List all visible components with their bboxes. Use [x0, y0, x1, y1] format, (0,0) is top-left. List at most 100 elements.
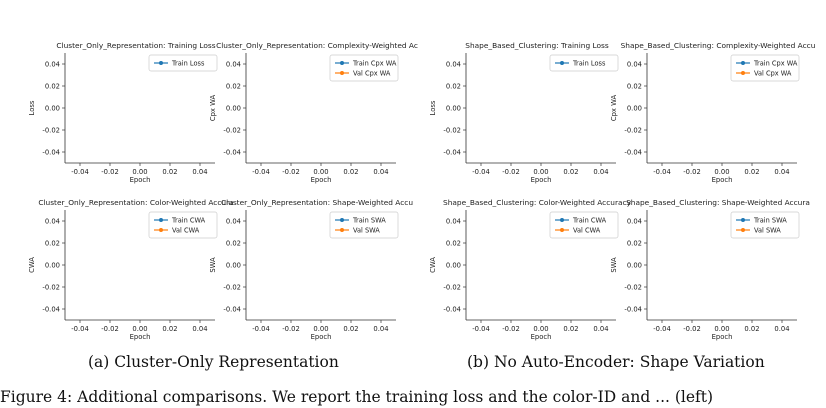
- chart-3-xlabel: Epoch: [130, 333, 151, 341]
- chart-3-xtick-label: 0.02: [162, 325, 177, 333]
- chart-4-legend: [329, 211, 399, 239]
- chart-6-legend-label-2: Val Cpx WA: [754, 69, 792, 77]
- chart-6-xtick-label: 0.00: [714, 168, 729, 176]
- chart-6-ytick-label: 0.02: [627, 82, 642, 90]
- chart-8-legend-marker-2: [741, 228, 745, 232]
- chart-3-ylabel: CWA: [28, 257, 36, 273]
- chart-5-ytick-label: -0.02: [443, 126, 461, 134]
- chart-7-ytick-label: 0.02: [446, 239, 461, 247]
- chart-8-ytick-label: -0.02: [624, 283, 642, 291]
- chart-6-legend: [730, 54, 800, 82]
- chart-4-title: Cluster_Only_Representation: Shape-Weigh…: [221, 198, 413, 207]
- chart-2-xtick-label: 0.00: [313, 168, 328, 176]
- body-text: Figure 4: Additional comparisons. We rep…: [0, 388, 714, 406]
- chart-2-ytick-label: 0.00: [226, 104, 241, 112]
- chart-5-xtick-label: -0.04: [472, 168, 490, 176]
- chart-6-xtick-label: -0.04: [653, 168, 671, 176]
- chart-2-legend-marker-1: [340, 61, 344, 65]
- chart-2-ylabel: Cpx WA: [209, 95, 217, 122]
- chart-7-ytick-label: -0.04: [443, 305, 461, 313]
- chart-1-xtick-label: -0.04: [71, 168, 89, 176]
- chart-2-xtick-label: 0.04: [373, 168, 388, 176]
- caption-b: (b) No Auto-Encoder: Shape Variation: [467, 353, 765, 371]
- chart-1-legend: [148, 54, 218, 72]
- chart-7-ylabel: CWA: [429, 257, 437, 273]
- chart-5-xlabel: Epoch: [531, 176, 552, 184]
- chart-4-ytick-label: 0.02: [226, 239, 241, 247]
- chart-8-xtick-label: 0.02: [744, 325, 759, 333]
- chart-7-ytick-label: 0.04: [446, 217, 461, 225]
- chart-2-xtick-label: -0.04: [252, 168, 270, 176]
- chart-7-legend-marker-2: [560, 228, 564, 232]
- chart-4-ytick-label: 0.04: [226, 217, 241, 225]
- chart-7-xtick-label: -0.04: [472, 325, 490, 333]
- chart-1-xtick-label: 0.02: [162, 168, 177, 176]
- chart-7-legend-label-1: Train CWA: [572, 216, 607, 224]
- chart-1-xtick-label: 0.04: [192, 168, 207, 176]
- chart-1-legend-label-1: Train Loss: [171, 59, 205, 67]
- chart-3-legend-marker-2: [159, 228, 163, 232]
- chart-2-title: Cluster_Only_Representation: Complexity-…: [216, 41, 418, 50]
- chart-6-legend-label-1: Train Cpx WA: [753, 59, 798, 67]
- chart-4-ylabel: SWA: [209, 257, 217, 273]
- chart-6-ylabel: Cpx WA: [610, 95, 618, 122]
- chart-2-legend-marker-2: [340, 71, 344, 75]
- chart-2-ytick-label: -0.04: [223, 148, 241, 156]
- chart-7-ytick-label: -0.02: [443, 283, 461, 291]
- chart-5-title: Shape_Based_Clustering: Training Loss: [465, 41, 609, 50]
- chart-7-legend: [549, 211, 619, 239]
- chart-1-ytick-label: -0.04: [42, 148, 60, 156]
- chart-7-legend-label-2: Val CWA: [573, 226, 601, 234]
- chart-5-xtick-label: 0.02: [563, 168, 578, 176]
- chart-2-ytick-label: 0.02: [226, 82, 241, 90]
- chart-5-ytick-label: -0.04: [443, 148, 461, 156]
- chart-6-ytick-label: 0.00: [627, 104, 642, 112]
- chart-8-ytick-label: 0.04: [627, 217, 642, 225]
- chart-3-ytick-label: 0.04: [45, 217, 60, 225]
- chart-8-xtick-label: -0.04: [653, 325, 671, 333]
- chart-5-ylabel: Loss: [429, 100, 437, 115]
- chart-4-legend-marker-2: [340, 228, 344, 232]
- chart-7-legend-marker-1: [560, 218, 564, 222]
- chart-4-ytick-label: -0.04: [223, 305, 241, 313]
- chart-4-xlabel: Epoch: [311, 333, 332, 341]
- chart-4-legend-label-2: Val SWA: [353, 226, 380, 234]
- chart-5-xtick-label: -0.02: [502, 168, 520, 176]
- chart-6-xlabel: Epoch: [712, 176, 733, 184]
- chart-3-ytick-label: -0.04: [42, 305, 60, 313]
- chart-1-xtick-label: 0.00: [132, 168, 147, 176]
- chart-5-legend-label-1: Train Loss: [572, 59, 606, 67]
- chart-6-title: Shape_Based_Clustering: Complexity-Weigh…: [621, 41, 816, 50]
- chart-8-xtick-label: 0.00: [714, 325, 729, 333]
- chart-5-xtick-label: 0.00: [533, 168, 548, 176]
- chart-1-ytick-label: 0.04: [45, 60, 60, 68]
- chart-3-title: Cluster_Only_Representation: Color-Weigh…: [38, 198, 233, 207]
- chart-6-ytick-label: 0.04: [627, 60, 642, 68]
- chart-2-xtick-label: -0.02: [282, 168, 300, 176]
- chart-8-xlabel: Epoch: [712, 333, 733, 341]
- chart-4-legend-marker-1: [340, 218, 344, 222]
- chart-3-legend-label-1: Train CWA: [171, 216, 206, 224]
- chart-3-legend-label-2: Val CWA: [172, 226, 200, 234]
- chart-1-title: Cluster_Only_Representation: Training Lo…: [56, 41, 215, 50]
- chart-5-xtick-label: 0.04: [593, 168, 608, 176]
- chart-5-legend-marker-1: [560, 61, 564, 65]
- chart-5-legend: [549, 54, 619, 72]
- chart-7-xtick-label: 0.00: [533, 325, 548, 333]
- chart-6-ytick-label: -0.02: [624, 126, 642, 134]
- chart-1-ytick-label: -0.02: [42, 126, 60, 134]
- chart-8-legend-label-2: Val SWA: [754, 226, 781, 234]
- chart-4-xtick-label: -0.02: [282, 325, 300, 333]
- chart-6-xtick-label: -0.02: [683, 168, 701, 176]
- chart-1-legend-marker-1: [159, 61, 163, 65]
- chart-8-ylabel: SWA: [610, 257, 618, 273]
- chart-4-xtick-label: 0.04: [373, 325, 388, 333]
- chart-7-xtick-label: 0.04: [593, 325, 608, 333]
- chart-3-xtick-label: 0.04: [192, 325, 207, 333]
- chart-6-legend-marker-2: [741, 71, 745, 75]
- chart-8-legend-label-1: Train SWA: [753, 216, 787, 224]
- chart-7-xlabel: Epoch: [531, 333, 552, 341]
- chart-2-legend: [329, 54, 399, 82]
- chart-3-xtick-label: -0.02: [101, 325, 119, 333]
